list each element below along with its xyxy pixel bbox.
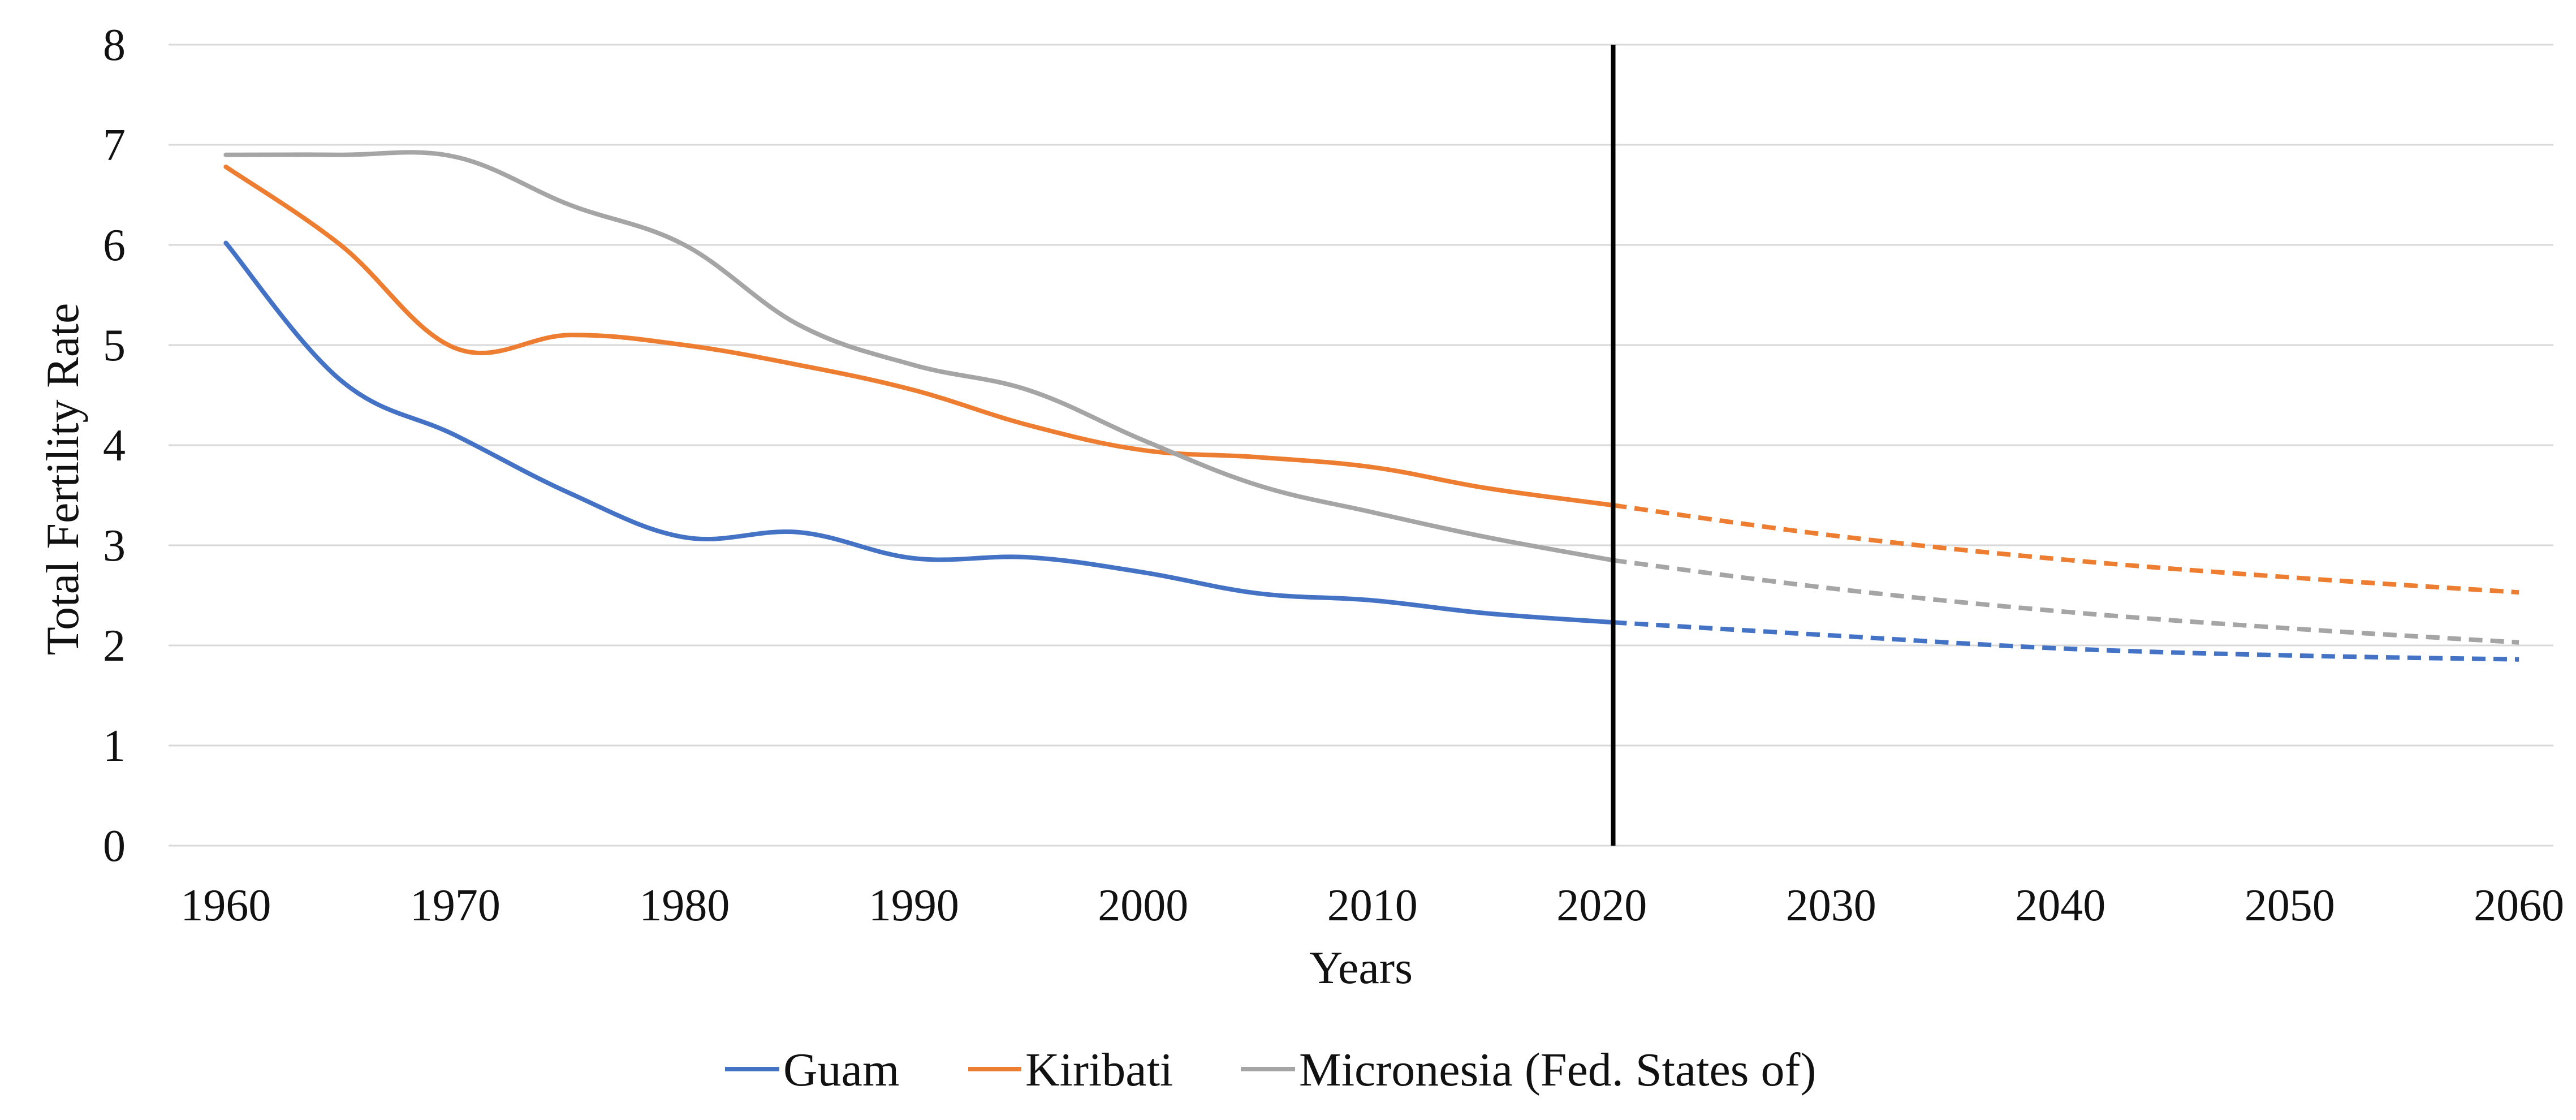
x-axis-tick-labels: 1960 1970 1980 1990 2000 2010 2020 2030 2040 2050…	[180, 881, 2564, 931]
y-axis-title: Total Fertility Rate	[37, 303, 88, 656]
x-tick-label: 1980	[639, 881, 730, 931]
x-tick-label: 2050	[2245, 881, 2335, 931]
x-tick-label: 2060	[2474, 881, 2564, 931]
gridlines	[169, 44, 2553, 847]
x-tick-label: 2030	[1786, 881, 1876, 931]
y-axis-tick-labels: 0 1 2 3 4 5 6 7 8	[103, 20, 126, 871]
series-line-guam-projected	[1613, 620, 2519, 662]
y-tick-label: 8	[103, 20, 126, 70]
series-lines	[223, 150, 2519, 662]
series-line-guam-observed	[223, 240, 1616, 625]
x-tick-label: 2040	[2015, 881, 2105, 931]
x-tick-label: 1960	[180, 881, 271, 931]
y-tick-label: 5	[103, 321, 126, 371]
legend-label-micronesia: Micronesia (Fed. States of)	[1299, 1044, 1816, 1096]
x-tick-label: 1970	[410, 881, 500, 931]
y-tick-label: 4	[103, 421, 126, 471]
y-tick-label: 0	[103, 821, 126, 871]
x-tick-label: 1990	[869, 881, 959, 931]
series-line-kiribati-projected	[1612, 503, 2519, 595]
y-tick-label: 3	[103, 521, 126, 571]
y-tick-label: 1	[103, 721, 126, 771]
y-tick-label: 7	[103, 120, 126, 170]
x-tick-label: 2010	[1327, 881, 1418, 931]
x-tick-label: 2020	[1556, 881, 1647, 931]
y-tick-label: 6	[103, 221, 126, 270]
legend: Guam Kiribati Micronesia (Fed. States of…	[725, 1044, 1816, 1096]
x-tick-label: 2000	[1098, 881, 1188, 931]
legend-label-kiribati: Kiribati	[1025, 1044, 1173, 1096]
series-line-micronesia-observed	[223, 150, 1616, 563]
y-tick-label: 2	[103, 621, 126, 671]
series-line-kiribati-observed	[223, 164, 1616, 508]
series-line-micronesia-projected	[1613, 558, 2519, 645]
x-axis-title: Years	[1309, 942, 1413, 993]
legend-label-guam: Guam	[783, 1044, 899, 1096]
